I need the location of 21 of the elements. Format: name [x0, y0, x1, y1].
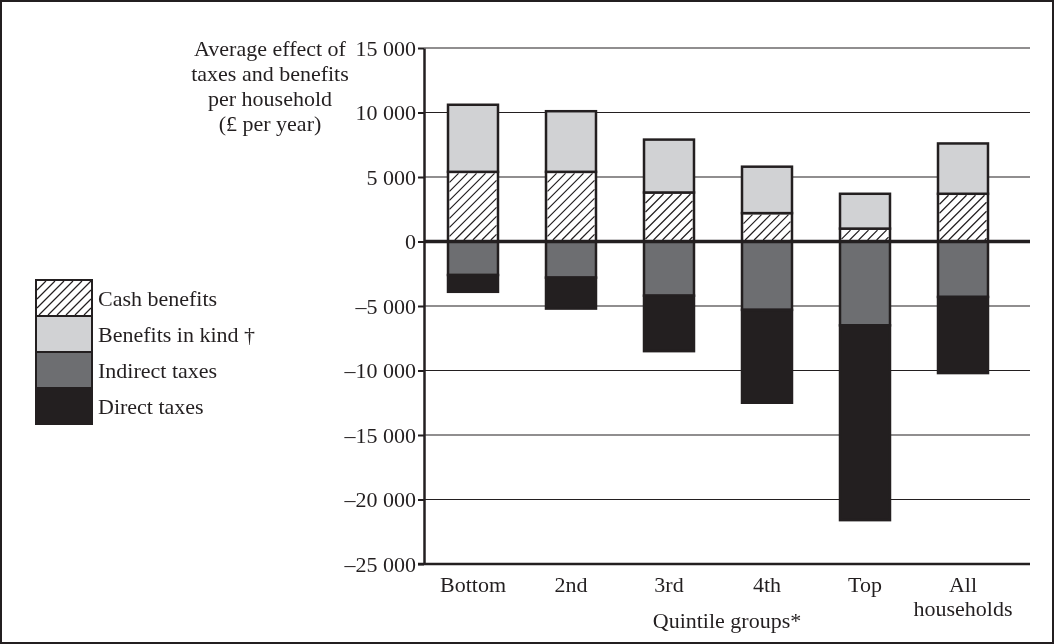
- x-tick-label: All households: [913, 572, 1013, 621]
- y-tick-label: 5 000: [366, 164, 416, 190]
- legend-label: Benefits in kind †: [98, 322, 256, 347]
- x-tick-label: 4th: [752, 572, 782, 597]
- y-tick-label: –5 000: [354, 293, 416, 319]
- y-tick-label: –15 000: [343, 422, 416, 448]
- y-axis-title: Average effect of taxes and benefits per household (£ per year): [191, 36, 349, 136]
- legend-label: Indirect taxes: [98, 358, 218, 383]
- y-tick-label: –20 000: [343, 487, 416, 513]
- x-tick-label: 2nd: [554, 572, 588, 597]
- legend-label: Cash benefits: [98, 286, 218, 311]
- x-tick-label: Top: [848, 572, 882, 597]
- x-tick-label: 3rd: [654, 572, 684, 597]
- y-tick-label: 10 000: [355, 100, 416, 126]
- x-axis-title: Quintile groups*: [652, 608, 802, 633]
- y-tick-label: 0: [405, 229, 416, 255]
- legend-label: Direct taxes: [98, 394, 204, 419]
- y-tick-label: –25 000: [343, 551, 416, 577]
- x-tick-label: Bottom: [439, 572, 507, 597]
- y-tick-label: 15 000: [355, 35, 416, 61]
- y-tick-label: –10 000: [343, 358, 416, 384]
